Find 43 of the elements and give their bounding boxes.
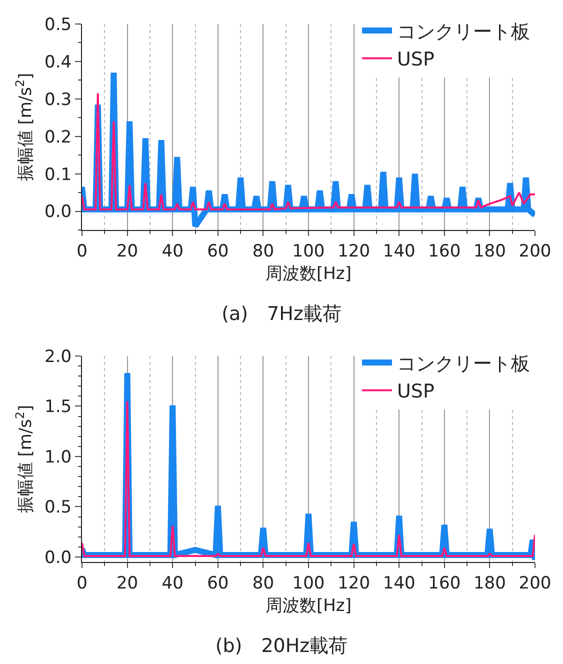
x-tick-label: 40 — [162, 241, 184, 262]
y-tick-label: 1.5 — [44, 397, 72, 418]
legend-label: USP — [397, 380, 434, 403]
y-tick-label: 0.0 — [44, 202, 72, 222]
x-tick-label: 60 — [207, 241, 229, 262]
x-tick-label: 140 — [382, 241, 416, 262]
x-tick-label: 140 — [382, 573, 416, 594]
x-tick-label: 20 — [116, 241, 138, 262]
x-tick-label: 120 — [338, 241, 370, 262]
x-tick-label: 80 — [252, 573, 274, 594]
legend-label: コンクリート板 — [397, 20, 530, 43]
line-series — [82, 400, 535, 557]
x-tick-label: 160 — [428, 573, 461, 594]
y-tick-label: 2.0 — [44, 346, 72, 367]
x-tick-label: 40 — [162, 573, 184, 594]
legend-label: コンクリート板 — [397, 352, 530, 375]
x-tick-label: 0 — [76, 241, 88, 262]
line-series — [82, 92, 535, 210]
x-axis-title: 周波数[Hz] — [266, 596, 352, 616]
y-tick-label: 1.0 — [44, 447, 72, 468]
x-tick-label: 180 — [473, 241, 506, 262]
y-tick-label: 0.0 — [44, 548, 72, 568]
y-tick-label: 0.4 — [44, 52, 72, 72]
x-tick-label: 120 — [338, 573, 370, 594]
y-tick-label: 0.1 — [44, 164, 72, 185]
legend-label: USP — [397, 48, 434, 71]
y-tick-label: 0.5 — [44, 14, 72, 35]
x-tick-label: 160 — [428, 241, 461, 262]
x-tick-label: 180 — [473, 573, 506, 594]
x-tick-label: 200 — [518, 573, 552, 594]
text: (a) 7Hz載荷 — [220, 302, 342, 327]
x-tick-label: 200 — [518, 241, 552, 262]
y-tick-label: 0.2 — [44, 127, 72, 148]
text: (b) 20Hz載荷 — [214, 634, 349, 659]
x-tick-label: 100 — [292, 573, 325, 594]
x-axis-title: 周波数[Hz] — [266, 264, 352, 284]
y-tick-label: 0.3 — [44, 90, 72, 110]
x-tick-label: 100 — [292, 241, 325, 262]
x-tick-label: 0 — [76, 573, 88, 594]
y-tick-label: 0.5 — [44, 498, 72, 518]
x-tick-label: 20 — [116, 573, 138, 594]
x-tick-label: 80 — [252, 241, 274, 262]
x-tick-label: 60 — [207, 573, 229, 594]
